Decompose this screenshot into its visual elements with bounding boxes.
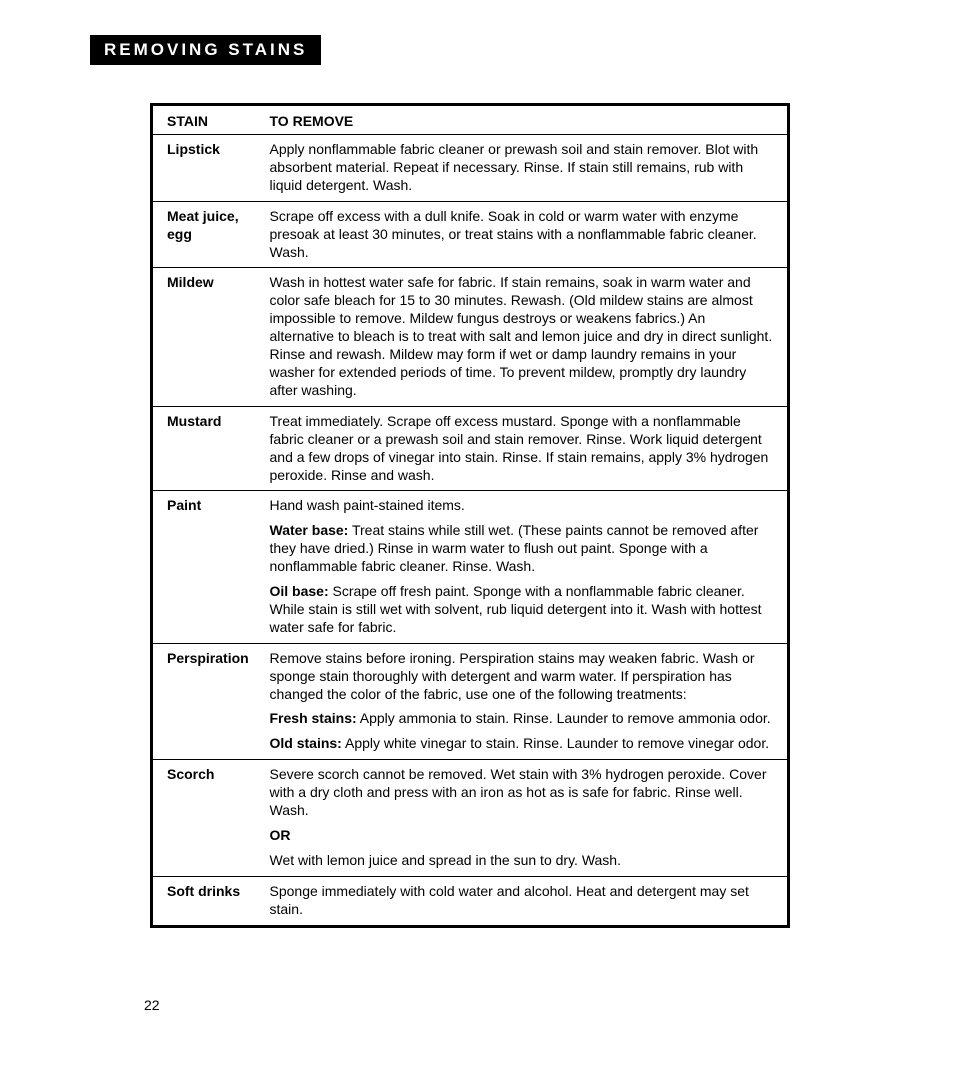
stain-instructions: Apply nonflammable fabric cleaner or pre… (262, 135, 789, 202)
instruction-bold-label: Fresh stains: (270, 710, 357, 726)
instruction-paragraph: Oil base: Scrape off fresh paint. Sponge… (270, 583, 774, 637)
instruction-paragraph: Apply nonflammable fabric cleaner or pre… (270, 141, 774, 195)
instruction-text: Scrape off excess with a dull knife. Soa… (270, 208, 757, 260)
stain-name: Perspiration (152, 643, 262, 760)
header-to-remove: TO REMOVE (262, 105, 789, 135)
stain-instructions: Treat immediately. Scrape off excess mus… (262, 406, 789, 491)
stain-removal-table: STAIN TO REMOVE LipstickApply nonflammab… (150, 103, 790, 928)
stain-name: Scorch (152, 760, 262, 877)
instruction-paragraph: OR (270, 827, 774, 845)
table-header-row: STAIN TO REMOVE (152, 105, 789, 135)
stain-instructions: Remove stains before ironing. Perspirati… (262, 643, 789, 760)
instruction-paragraph: Hand wash paint-stained items. (270, 497, 774, 515)
instruction-paragraph: Water base: Treat stains while still wet… (270, 522, 774, 576)
instruction-text: Scrape off fresh paint. Sponge with a no… (270, 583, 762, 635)
instruction-paragraph: Wet with lemon juice and spread in the s… (270, 852, 774, 870)
table-row: LipstickApply nonflammable fabric cleane… (152, 135, 789, 202)
page-container: REMOVING STAINS STAIN TO REMOVE Lipstick… (0, 0, 954, 928)
instruction-text: Severe scorch cannot be removed. Wet sta… (270, 766, 767, 818)
table-row: Soft drinksSponge immediately with cold … (152, 876, 789, 926)
table-row: Meat juice, eggScrape off excess with a … (152, 201, 789, 268)
instruction-paragraph: Scrape off excess with a dull knife. Soa… (270, 208, 774, 262)
instruction-text: Apply nonflammable fabric cleaner or pre… (270, 141, 759, 193)
instruction-paragraph: Sponge immediately with cold water and a… (270, 883, 774, 919)
instruction-text: Apply ammonia to stain. Rinse. Launder t… (357, 710, 771, 726)
instruction-text: Treat immediately. Scrape off excess mus… (270, 413, 769, 483)
stain-instructions: Scrape off excess with a dull knife. Soa… (262, 201, 789, 268)
instruction-text: Wash in hottest water safe for fabric. I… (270, 274, 773, 397)
page-number: 22 (144, 997, 160, 1013)
instruction-text: Remove stains before ironing. Perspirati… (270, 650, 755, 702)
instruction-paragraph: Old stains: Apply white vinegar to stain… (270, 735, 774, 753)
instruction-paragraph: Fresh stains: Apply ammonia to stain. Ri… (270, 710, 774, 728)
instruction-bold-label: Oil base: (270, 583, 329, 599)
stain-instructions: Severe scorch cannot be removed. Wet sta… (262, 760, 789, 877)
stain-name: Soft drinks (152, 876, 262, 926)
stain-instructions: Hand wash paint-stained items. Water base… (262, 491, 789, 643)
table-row: PerspirationRemove stains before ironing… (152, 643, 789, 760)
instruction-paragraph: Remove stains before ironing. Perspirati… (270, 650, 774, 704)
instruction-text: Apply white vinegar to stain. Rinse. Lau… (342, 735, 769, 751)
stain-name: Paint (152, 491, 262, 643)
header-stain: STAIN (152, 105, 262, 135)
section-header: REMOVING STAINS (90, 35, 321, 65)
stain-instructions: Sponge immediately with cold water and a… (262, 876, 789, 926)
table-row: ScorchSevere scorch cannot be removed. W… (152, 760, 789, 877)
table-row: MildewWash in hottest water safe for fab… (152, 268, 789, 406)
stain-name: Meat juice, egg (152, 201, 262, 268)
instruction-bold-label: Old stains: (270, 735, 342, 751)
stain-name: Lipstick (152, 135, 262, 202)
instruction-bold-label: OR (270, 827, 291, 843)
instruction-paragraph: Wash in hottest water safe for fabric. I… (270, 274, 774, 399)
instruction-text: Wet with lemon juice and spread in the s… (270, 852, 621, 868)
table-row: MustardTreat immediately. Scrape off exc… (152, 406, 789, 491)
instruction-paragraph: Severe scorch cannot be removed. Wet sta… (270, 766, 774, 820)
instruction-text: Hand wash paint-stained items. (270, 497, 465, 513)
stain-name: Mildew (152, 268, 262, 406)
stain-instructions: Wash in hottest water safe for fabric. I… (262, 268, 789, 406)
stain-name: Mustard (152, 406, 262, 491)
instruction-text: Sponge immediately with cold water and a… (270, 883, 749, 917)
table-row: Paint Hand wash paint-stained items. Water… (152, 491, 789, 643)
instruction-paragraph: Treat immediately. Scrape off excess mus… (270, 413, 774, 485)
instruction-bold-label: Water base: (270, 522, 349, 538)
